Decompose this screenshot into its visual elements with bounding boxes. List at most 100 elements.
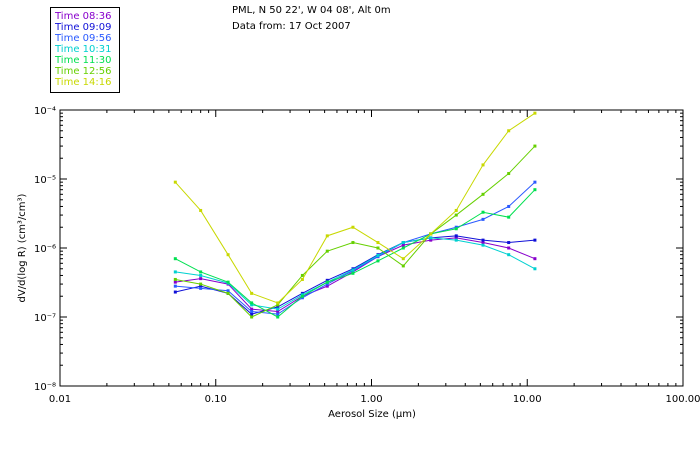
series-line [175, 237, 536, 310]
data-point [250, 310, 254, 314]
data-point [533, 111, 537, 115]
data-point [250, 301, 254, 305]
data-point [250, 312, 254, 316]
data-point [173, 277, 177, 281]
legend-item-1256: Time 12:56 [55, 66, 112, 77]
data-point [276, 305, 280, 309]
y-axis-label: dV/d(log R) (cm³/cm³) [17, 193, 28, 302]
data-point [507, 246, 511, 250]
data-point [276, 310, 280, 314]
data-point [173, 280, 177, 284]
data-point [401, 257, 405, 261]
data-point [481, 163, 485, 167]
axis-layer: 0.01 0.10 1.00 10.00 100.00 10⁻⁸ 10⁻⁷ 10⁻⁶ 10⁻⁵ 1… [34, 106, 700, 405]
date-header: Data from: 17 Oct 2007 [232, 21, 351, 32]
legend-item-1130: Time 11:30 [55, 55, 112, 66]
data-point [173, 290, 177, 294]
data-point [507, 172, 511, 176]
location-header: PML, N 50 22', W 04 08', Alt 0m [232, 5, 391, 16]
legend-item-0909: Time 09:09 [55, 22, 112, 33]
data-point [481, 238, 485, 242]
data-point [454, 227, 458, 231]
data-point [250, 291, 254, 295]
series-layer [173, 111, 537, 319]
y-tick-label: 10⁻⁵ [34, 175, 56, 186]
data-point [401, 264, 405, 268]
data-point [454, 236, 458, 240]
data-point [199, 277, 203, 281]
legend: Time 08:36 Time 09:09 Time 09:56 Time 10… [50, 7, 120, 93]
data-point [533, 144, 537, 148]
data-point [429, 236, 433, 240]
data-point [351, 241, 355, 245]
series-0836 [173, 236, 537, 314]
data-point [250, 307, 254, 311]
y-tick-label: 10⁻⁷ [34, 313, 56, 324]
data-point [226, 291, 230, 295]
data-point [250, 303, 254, 307]
data-point [226, 289, 230, 293]
data-point [376, 253, 380, 257]
data-point [401, 241, 405, 245]
data-point [507, 241, 511, 245]
series-1130 [173, 188, 537, 319]
data-point [351, 268, 355, 272]
data-point [173, 270, 177, 274]
data-point [454, 234, 458, 238]
data-point [300, 277, 304, 281]
data-point [376, 259, 380, 263]
data-point [376, 246, 380, 250]
data-point [173, 180, 177, 184]
x-tick-label: 10.00 [513, 394, 542, 405]
legend-item-1031: Time 10:31 [55, 44, 112, 55]
data-point [325, 282, 329, 286]
legend-item-0956: Time 09:56 [55, 33, 112, 44]
x-axis-label: Aerosol Size (μm) [328, 409, 416, 420]
data-point [226, 280, 230, 284]
data-point [481, 217, 485, 221]
legend-item-0836: Time 08:36 [55, 11, 112, 22]
series-1031 [173, 236, 537, 311]
y-tick-label: 10⁻⁶ [34, 244, 56, 255]
data-point [276, 301, 280, 305]
data-point [199, 270, 203, 274]
data-point [325, 280, 329, 284]
data-point [325, 284, 329, 288]
data-point [454, 213, 458, 217]
data-point [276, 315, 280, 319]
data-point [401, 246, 405, 250]
data-point [507, 129, 511, 133]
data-point [300, 294, 304, 298]
data-point [429, 238, 433, 242]
series-1416 [173, 111, 537, 305]
series-line [174, 112, 536, 304]
data-point [507, 204, 511, 208]
data-point [481, 192, 485, 196]
data-point [351, 271, 355, 275]
data-point [533, 267, 537, 271]
data-point [507, 215, 511, 219]
data-point [199, 282, 203, 286]
data-point [533, 238, 537, 242]
data-point [376, 241, 380, 245]
data-point [481, 243, 485, 247]
data-point [401, 243, 405, 247]
data-point [199, 286, 203, 290]
data-point [507, 253, 511, 257]
data-point [351, 225, 355, 229]
data-point [276, 312, 280, 316]
data-point [226, 253, 230, 257]
series-0956 [173, 180, 537, 316]
data-point [481, 241, 485, 245]
series-line [175, 237, 536, 313]
data-point [325, 249, 329, 253]
data-point [533, 188, 537, 192]
x-tick-label: 0.01 [49, 394, 71, 405]
data-point [454, 225, 458, 229]
data-point [276, 307, 280, 311]
x-tick-label: 100.00 [666, 394, 700, 405]
data-point [199, 273, 203, 277]
series-1256 [173, 144, 537, 319]
plot-frame [59, 109, 684, 387]
